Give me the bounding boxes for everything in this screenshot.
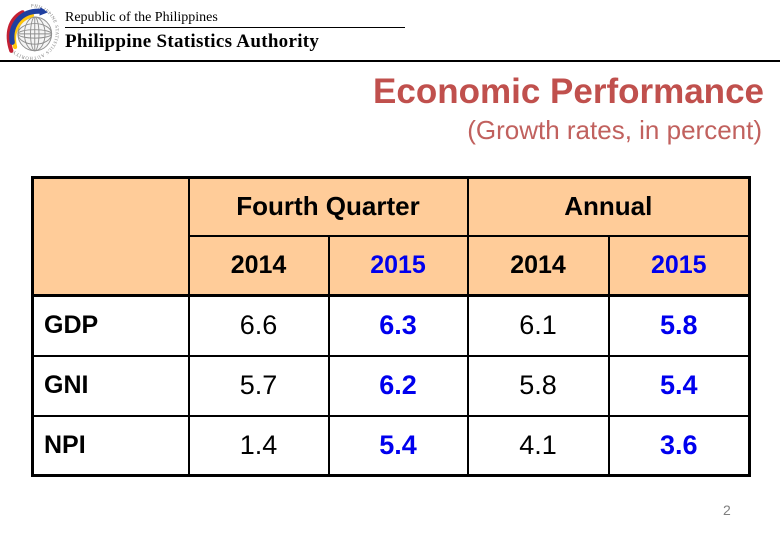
page-number: 2	[723, 502, 731, 518]
npi-fq-2015: 5.4	[327, 414, 469, 477]
year-header-fq-2015: 2015	[327, 234, 469, 297]
row-label-npi: NPI	[31, 414, 190, 477]
table-row-npi: NPI 1.4 5.4 4.1 3.6	[31, 414, 751, 477]
table-row-gdp: GDP 6.6 6.3 6.1 5.8	[31, 294, 751, 357]
psa-logo: PHILIPPINE STATISTICS AUTHORITY	[1, 2, 61, 62]
republic-line: Republic of the Philippines	[65, 9, 405, 28]
gdp-annual-2015: 5.8	[607, 294, 751, 357]
gni-fq-2015: 6.2	[327, 354, 469, 417]
row-label-gdp: GDP	[31, 294, 190, 357]
npi-annual-2015: 3.6	[607, 414, 751, 477]
header-divider	[0, 60, 780, 62]
slide-title: Economic Performance	[373, 72, 764, 111]
gni-annual-2015: 5.4	[607, 354, 751, 417]
globe-icon	[17, 16, 53, 52]
npi-annual-2014: 4.1	[466, 414, 610, 477]
year-header-annual-2014: 2014	[466, 234, 610, 297]
year-header-fq-2014: 2014	[187, 234, 330, 297]
year-header-annual-2015: 2015	[607, 234, 751, 297]
column-group-annual: Annual	[466, 176, 751, 237]
economic-performance-table: Fourth Quarter Annual 2014 2015 2014 201…	[31, 176, 752, 477]
slide-subtitle: (Growth rates, in percent)	[467, 115, 762, 145]
npi-fq-2014: 1.4	[187, 414, 330, 477]
table-corner-cell	[31, 176, 190, 297]
letterhead: Republic of the Philippines Philippine S…	[65, 9, 405, 53]
gdp-annual-2014: 6.1	[466, 294, 610, 357]
gni-annual-2014: 5.8	[466, 354, 610, 417]
agency-name: Philippine Statistics Authority	[65, 31, 320, 52]
table-year-header-row: 2014 2015 2014 2015	[33, 234, 751, 297]
row-label-gni: GNI	[31, 354, 190, 417]
column-group-fourth-quarter: Fourth Quarter	[187, 176, 469, 237]
gni-fq-2014: 5.7	[187, 354, 330, 417]
table-row-gni: GNI 5.7 6.2 5.8 5.4	[31, 354, 751, 417]
gdp-fq-2014: 6.6	[187, 294, 330, 357]
table-group-header-row: Fourth Quarter Annual	[31, 176, 751, 297]
gdp-fq-2015: 6.3	[327, 294, 469, 357]
psa-logo-ribbons	[6, 7, 48, 53]
